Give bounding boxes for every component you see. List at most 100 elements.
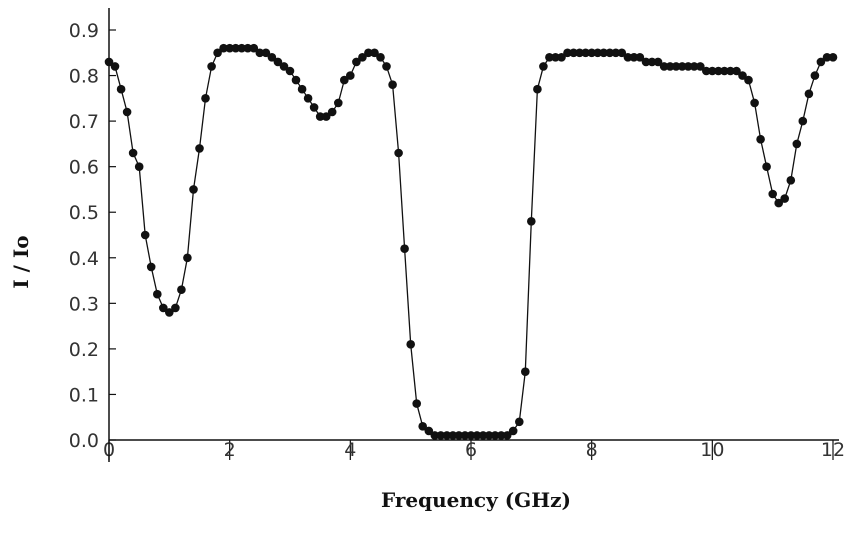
data-point: [484, 431, 494, 440]
series-group: [104, 43, 838, 440]
y-axis-ticks: 0.0 0.1 0.2 0.3 0.4 0.5 0.6 0.7 0.8 0.9: [69, 20, 116, 452]
data-point: [677, 62, 687, 71]
x-tick-label: 4: [344, 439, 356, 461]
data-point: [635, 53, 645, 62]
data-point: [225, 43, 234, 53]
data-point: [581, 48, 590, 58]
data-point: [448, 431, 458, 440]
data-point: [575, 48, 584, 58]
data-point: [786, 176, 796, 185]
data-point: [243, 43, 253, 53]
data-point: [744, 75, 753, 85]
data-point: [237, 43, 246, 53]
data-point: [557, 53, 566, 62]
data-point: [466, 431, 476, 440]
data-point: [352, 57, 361, 67]
data-point: [659, 62, 669, 71]
data-point: [382, 62, 391, 71]
data-point: [297, 84, 307, 94]
data-point: [533, 84, 542, 94]
data-point: [708, 66, 717, 76]
series-line: [108, 47, 833, 437]
data-point: [816, 57, 826, 67]
x-tick-label: 6: [465, 439, 477, 461]
data-point: [334, 98, 343, 108]
data-point: [128, 148, 138, 158]
data-point: [346, 71, 355, 80]
data-point: [122, 107, 132, 117]
data-point: [750, 98, 759, 108]
data-point: [768, 189, 777, 199]
data-point: [593, 48, 602, 58]
data-point: [394, 148, 403, 158]
data-point: [134, 162, 144, 171]
data-point: [267, 53, 277, 62]
data-point: [315, 112, 325, 121]
data-point: [285, 66, 295, 76]
data-point: [189, 185, 198, 194]
data-point: [720, 66, 729, 76]
data-point: [702, 66, 711, 76]
data-point: [406, 340, 416, 349]
data-point: [195, 144, 204, 153]
data-point: [828, 53, 838, 62]
data-point: [213, 48, 222, 58]
data-point: [183, 253, 192, 263]
data-point: [545, 53, 554, 62]
data-point: [641, 57, 651, 67]
data-point: [418, 422, 428, 431]
data-point: [629, 53, 639, 62]
data-point: [671, 62, 681, 71]
x-axis-title: Frequency (GHz): [381, 488, 571, 512]
data-point: [309, 103, 319, 112]
data-point: [146, 262, 156, 272]
data-point: [822, 53, 832, 62]
data-point: [478, 431, 488, 440]
y-tick-label: 0.1: [69, 384, 99, 406]
data-point: [551, 53, 560, 62]
y-tick-label: 0.7: [69, 111, 99, 133]
y-axis-title: I / Io: [9, 235, 33, 288]
data-point: [496, 431, 506, 440]
x-tick-label: 12: [821, 439, 845, 461]
data-point: [327, 107, 337, 117]
data-point: [539, 62, 548, 71]
y-tick-label: 0.5: [69, 202, 99, 224]
data-point: [756, 135, 765, 144]
data-point: [436, 431, 446, 440]
data-point: [201, 94, 210, 103]
data-point: [261, 48, 271, 58]
data-point: [490, 431, 500, 440]
x-tick-label: 10: [700, 439, 724, 461]
data-point: [810, 71, 820, 80]
y-tick-label: 0.2: [69, 339, 99, 361]
data-point: [321, 112, 331, 121]
data-point: [140, 230, 150, 240]
data-point: [291, 75, 301, 85]
data-point: [804, 89, 814, 99]
data-point: [358, 53, 367, 62]
data-point: [665, 62, 675, 71]
data-point: [762, 162, 771, 171]
data-point: [279, 62, 289, 71]
data-point: [611, 48, 621, 58]
data-point: [165, 308, 174, 317]
y-tick-label: 0.8: [69, 66, 99, 88]
data-point: [412, 399, 422, 408]
data-point: [104, 57, 114, 67]
data-point: [255, 48, 265, 58]
data-point: [726, 66, 735, 76]
y-tick-label: 0.3: [69, 293, 99, 315]
y-tick-label: 0.0: [69, 430, 99, 452]
data-point: [159, 303, 168, 313]
data-point: [442, 431, 452, 440]
x-tick-label: 8: [586, 439, 598, 461]
y-tick-label: 0.4: [69, 248, 99, 270]
data-point: [647, 57, 657, 67]
data-point: [774, 198, 783, 208]
data-point: [515, 417, 524, 427]
data-point: [472, 431, 482, 440]
data-point: [696, 62, 705, 71]
data-point: [171, 303, 180, 313]
data-point: [683, 62, 693, 71]
